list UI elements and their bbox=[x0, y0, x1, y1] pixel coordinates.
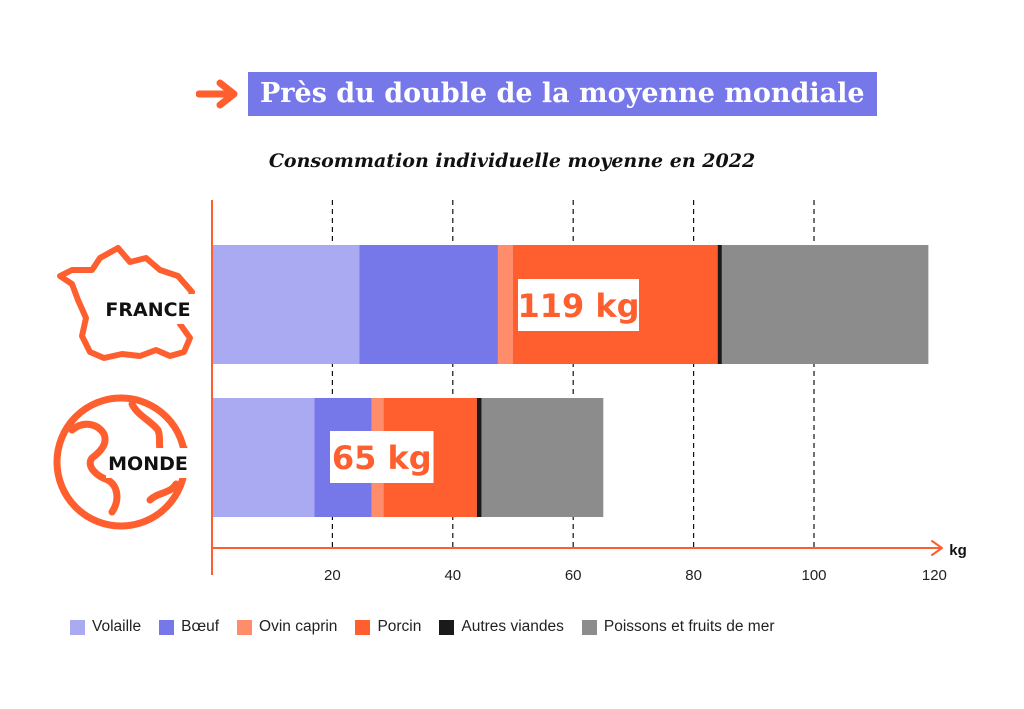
total-label-bg bbox=[518, 279, 639, 331]
legend-label: Volaille bbox=[92, 618, 142, 635]
bar-france-1 bbox=[359, 245, 498, 364]
chart-subtitle: Consommation individuelle moyenne en 202… bbox=[268, 150, 756, 172]
legend-swatch bbox=[70, 619, 85, 635]
x-axis-label: kg bbox=[949, 542, 967, 559]
legend-item: Bœuf bbox=[159, 618, 219, 636]
legend-label: Autres viandes bbox=[461, 618, 564, 635]
legend-swatch bbox=[237, 619, 253, 635]
france-map-icon bbox=[57, 245, 195, 361]
x-tick-label: 100 bbox=[801, 567, 826, 584]
total-labels: 119 kg 65 kg bbox=[330, 279, 640, 483]
arrow-right-icon bbox=[196, 79, 238, 109]
category-label-france: FRANCE bbox=[105, 299, 190, 321]
legend-item: Autres viandes bbox=[439, 618, 564, 636]
total-label-monde: 65 kg bbox=[332, 439, 432, 477]
legend-swatch bbox=[159, 619, 175, 635]
legend: Volaille Bœuf Ovin caprin Porcin Autres vian… bbox=[70, 618, 792, 636]
x-tick-label: 40 bbox=[444, 567, 461, 584]
bar-france-2 bbox=[497, 245, 513, 364]
legend-item: Poissons et fruits de mer bbox=[581, 618, 775, 636]
legend-item: Porcin bbox=[355, 618, 421, 636]
legend-swatch bbox=[439, 619, 455, 635]
x-tick-label: 120 bbox=[922, 567, 947, 584]
bar-france-4 bbox=[717, 245, 722, 364]
headline: Près du double de la moyenne mondiale bbox=[248, 72, 877, 116]
legend-label: Poissons et fruits de mer bbox=[603, 618, 775, 635]
bar-monde-4 bbox=[476, 398, 482, 517]
legend-label: Ovin caprin bbox=[259, 618, 338, 635]
total-label-france: 119 kg bbox=[517, 287, 639, 325]
legend-label: Porcin bbox=[377, 618, 422, 635]
category-label-bg bbox=[106, 448, 190, 478]
category-label-monde: MONDE bbox=[108, 453, 188, 475]
x-tick-label: 80 bbox=[685, 567, 702, 584]
legend-item: Ovin caprin bbox=[237, 618, 337, 636]
legend-label: Bœuf bbox=[181, 618, 220, 635]
category-label-bg bbox=[99, 294, 197, 324]
x-axis-arrow-icon bbox=[931, 540, 943, 556]
x-tick-label: 20 bbox=[324, 567, 341, 584]
legend-swatch bbox=[355, 619, 371, 635]
bar-france-0 bbox=[212, 245, 360, 364]
legend-item: Volaille bbox=[70, 618, 141, 636]
category-labels: FRANCE MONDE bbox=[99, 294, 197, 478]
bar-france-5 bbox=[721, 245, 929, 364]
headline-block: Près du double de la moyenne mondiale bbox=[196, 72, 877, 116]
bars bbox=[212, 245, 929, 517]
x-tick-label: 60 bbox=[565, 567, 582, 584]
legend-swatch bbox=[581, 619, 597, 635]
bar-monde-0 bbox=[212, 398, 315, 517]
bar-monde-5 bbox=[481, 398, 604, 517]
total-label-bg bbox=[330, 431, 434, 483]
